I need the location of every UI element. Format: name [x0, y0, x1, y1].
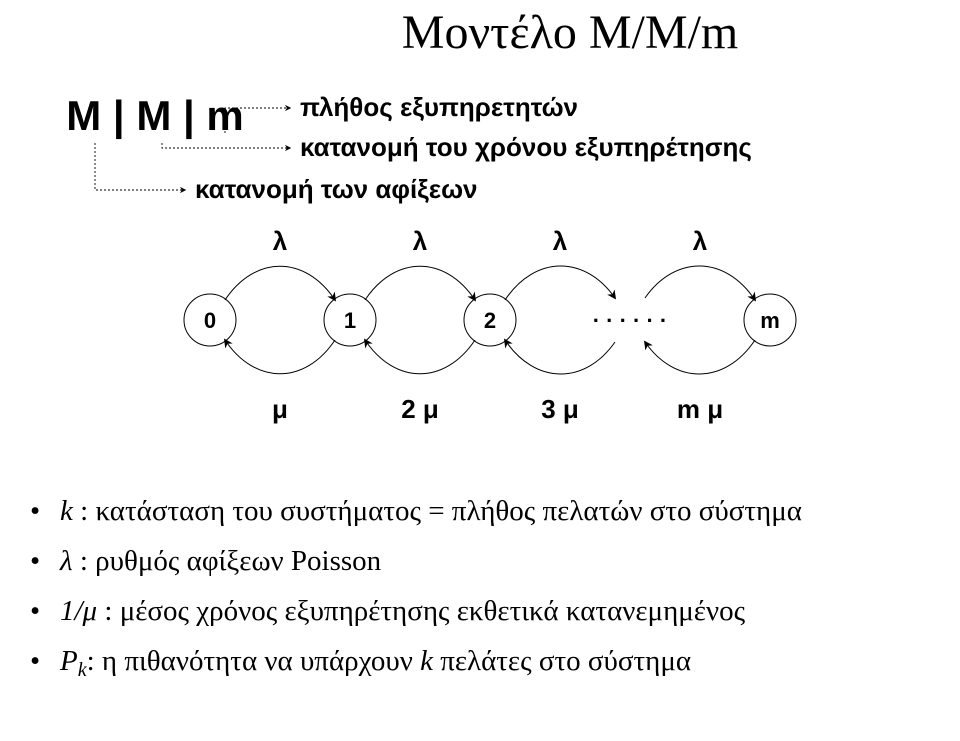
- b2-text: μέσος χρόνος εξυπηρέτησης εκθετικά καταν…: [120, 595, 746, 627]
- bullets: • k : κατάσταση του συστήματος = πλήθος …: [30, 495, 802, 681]
- page-title: Μοντέλο M/M/m: [402, 6, 738, 59]
- lambda-row: λ λ λ λ: [273, 226, 708, 256]
- lambda-2: λ: [553, 226, 568, 256]
- state-1-label: 1: [344, 308, 356, 333]
- state-2-label: 2: [484, 308, 496, 333]
- mu-1: 2 μ: [401, 394, 439, 424]
- mu-3: m μ: [677, 394, 723, 424]
- mu-row: μ 2 μ 3 μ m μ: [272, 394, 723, 424]
- arc-bw-e2: [505, 340, 615, 374]
- b1-text: ρυθμός αφίξεων Poisson: [95, 545, 382, 577]
- state-m-label: m: [760, 308, 780, 333]
- b1-sep: :: [73, 545, 96, 577]
- markov-chain: 0 1 2 m · · · · · ·: [184, 266, 796, 374]
- ellipsis: · · · · · ·: [593, 308, 668, 333]
- arc-bw-10: [225, 340, 335, 374]
- arc-bw-21: [365, 340, 475, 374]
- b1-sym: λ: [59, 545, 73, 577]
- svg-text:Pk: η πιθανότητα να υπάρχουν k: Pk: η πιθανότητα να υπάρχουν k πελάτες σ…: [59, 645, 691, 681]
- svg-text:•: •: [30, 495, 40, 527]
- svg-text:•: •: [30, 595, 40, 627]
- b3-sym: P: [59, 645, 78, 677]
- b3-text: η πιθανότητα να υπάρχουν: [102, 645, 420, 677]
- callout-service: κατανομή του χρόνου εξυπηρέτησης: [300, 132, 752, 162]
- svg-text:k : κατάσταση του συστήματος =: k : κατάσταση του συστήματος = πλήθος πε…: [60, 495, 802, 527]
- arc-fw-01: [225, 266, 335, 300]
- b2-sym: 1/μ: [60, 595, 97, 627]
- lambda-1: λ: [413, 226, 428, 256]
- mu-0: μ: [272, 394, 288, 424]
- lambda-0: λ: [273, 226, 288, 256]
- arc-fw-2e: [505, 266, 615, 300]
- callout-arrivals: κατανομή των αφίξεων: [195, 174, 478, 204]
- svg-text:1/μ : μέσος χρόνος εξυπηρέτηση: 1/μ : μέσος χρόνος εξυπηρέτησης εκθετικά…: [60, 595, 746, 627]
- state-0-label: 0: [204, 308, 216, 333]
- b3-text2: πελάτες στο σύστημα: [433, 645, 691, 677]
- arc-fw-12: [365, 266, 475, 300]
- b0-sep: :: [73, 495, 96, 527]
- b2-sep: :: [97, 595, 120, 627]
- svg-text:•: •: [30, 545, 40, 577]
- arc-fw-em: [645, 266, 755, 300]
- svg-text:•: •: [30, 645, 40, 677]
- svg-text:λ : ρυθμός αφίξεων Poisson: λ : ρυθμός αφίξεων Poisson: [59, 545, 382, 577]
- b3-sep: :: [87, 645, 102, 677]
- b0-text: κατάσταση του συστήματος = πλήθος πελατώ…: [95, 495, 802, 527]
- mu-2: 3 μ: [541, 394, 579, 424]
- notation: M | M | m: [66, 92, 244, 140]
- lambda-3: λ: [693, 226, 708, 256]
- arc-bw-me: [645, 340, 755, 374]
- callout-servers: πλήθος εξυπηρετητών: [300, 92, 578, 122]
